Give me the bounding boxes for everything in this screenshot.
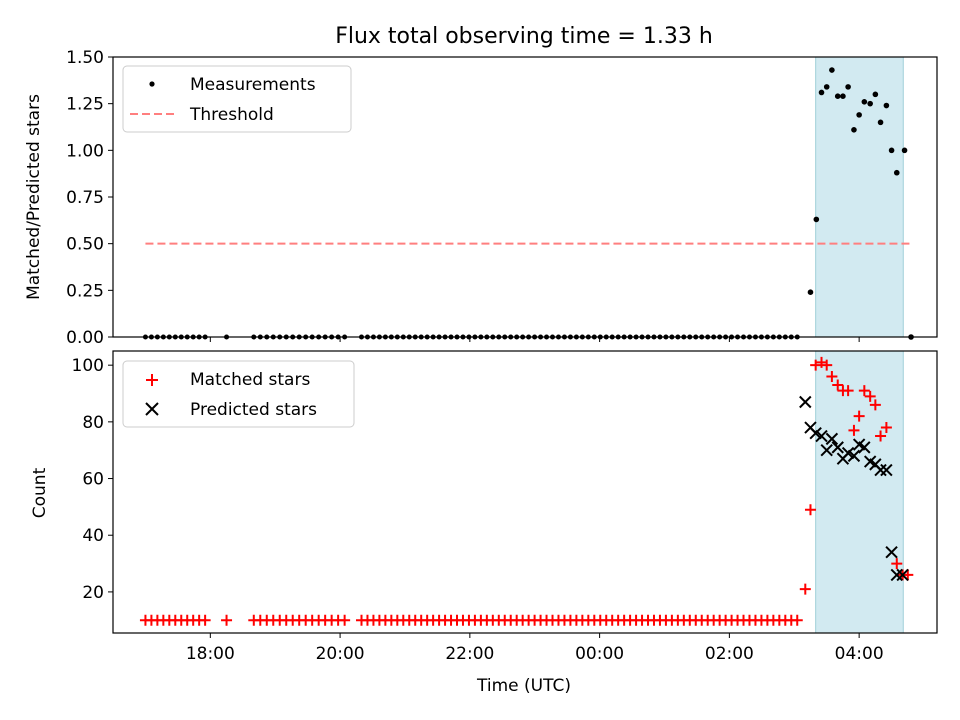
matched-star-point — [832, 379, 844, 391]
matched-star-point — [799, 583, 811, 595]
measurement-point — [823, 84, 830, 90]
measurement-point — [813, 216, 820, 223]
matched-star-point — [810, 359, 822, 371]
top-y-ticks: 0.00 0.25 0.50 0.75 1.00 1.25 1.50 — [66, 48, 113, 348]
measurement-point — [883, 102, 890, 109]
x-tick-label: 04:00 — [835, 644, 884, 664]
bottom-y-tick-label: 20 — [82, 583, 104, 603]
bottom-legend-box — [122, 360, 355, 428]
x-tick-label: 00:00 — [575, 644, 624, 664]
x-tick-label: 02:00 — [705, 644, 754, 664]
measurement-point — [861, 99, 868, 105]
top-y-tick-label: 0.00 — [66, 328, 104, 348]
measurement-point — [901, 147, 908, 154]
matched-star-point — [339, 614, 351, 626]
top-y-tick-label: 0.75 — [66, 188, 104, 208]
top-panel: 0.00 0.25 0.50 0.75 1.00 1.25 1.50 Matched/Pre… — [24, 48, 938, 348]
bottom-y-tick-label: 80 — [82, 413, 104, 433]
bottom-panel: 20 40 60 80 100 18:00 20:00 22:00 00:00 02:00 04:… — [30, 350, 938, 696]
x-axis-label: Time (UTC) — [476, 676, 571, 696]
predicted-star-point — [885, 546, 898, 559]
predicted-star-point — [847, 449, 861, 463]
measurement-point — [872, 91, 879, 98]
bottom-x-ticks: 18:00 20:00 22:00 00:00 02:00 04:00 — [186, 633, 884, 664]
predicted-star-point — [825, 432, 839, 446]
measurement-point — [845, 84, 851, 90]
legend-label-measurements: Measurements — [190, 75, 316, 95]
top-legend-box — [122, 65, 352, 133]
legend-x-marker — [145, 402, 159, 416]
measurement-point — [834, 93, 841, 99]
x-tick-label: 22:00 — [445, 644, 494, 664]
top-y-tick-label: 0.50 — [66, 235, 104, 255]
bottom-highlight-span — [815, 350, 904, 634]
matched-star-point — [848, 424, 860, 436]
matched-star-point — [791, 614, 803, 626]
top-y-tick-label: 1.50 — [66, 48, 104, 68]
top-y-tick-label: 1.00 — [66, 141, 104, 161]
measurement-point — [840, 93, 846, 99]
predicted-star-point — [890, 568, 903, 582]
matched-star-point — [853, 410, 865, 422]
predicted-star-point — [858, 441, 871, 454]
top-y-tick-label: 0.25 — [66, 281, 104, 301]
measurement-point — [888, 147, 895, 154]
measurement-point — [867, 100, 873, 107]
measurement-point — [856, 112, 862, 118]
legend-label-predicted: Predicted stars — [190, 400, 317, 420]
matched-star-point — [221, 614, 233, 626]
matched-star-point — [891, 558, 903, 570]
bottom-y-tick-label: 60 — [82, 470, 104, 490]
matched-star-point — [821, 359, 833, 371]
predicted-star-point — [799, 395, 812, 409]
matched-star-point — [875, 430, 887, 442]
legend-dot-marker — [149, 81, 155, 87]
bottom-axes-frame — [112, 350, 938, 634]
top-y-axis-label: Matched/Predicted stars — [24, 94, 44, 300]
top-highlight-span — [815, 56, 904, 338]
predicted-star-point — [874, 463, 887, 477]
predicted-star-points — [799, 395, 909, 582]
matched-star-point — [199, 614, 211, 626]
predicted-star-point — [831, 441, 844, 454]
predicted-star-point — [896, 568, 909, 582]
matched-star-point — [826, 371, 838, 383]
matched-star-point — [902, 569, 914, 581]
measurement-point — [818, 89, 825, 96]
legend-label-threshold: Threshold — [189, 105, 274, 125]
bottom-y-tick-label: 40 — [82, 526, 104, 546]
x-tick-label: 18:00 — [186, 644, 235, 664]
matched-star-point — [869, 399, 881, 411]
x-tick-label: 20:00 — [316, 644, 365, 664]
matched-star-points — [139, 356, 914, 626]
top-y-tick-label: 1.25 — [66, 95, 104, 115]
top-axes-frame — [112, 56, 938, 338]
measurement-point — [877, 119, 884, 126]
bottom-y-ticks: 20 40 60 80 100 — [72, 356, 113, 603]
measurement-point — [851, 127, 857, 133]
bottom-y-tick-label: 100 — [72, 356, 104, 376]
measurement-point — [893, 169, 900, 176]
matched-star-point — [804, 504, 816, 516]
bottom-y-axis-label: Count — [30, 467, 50, 518]
bottom-legend: Matched stars Predicted stars — [122, 360, 355, 428]
chart-title: Flux total observing time = 1.33 h — [335, 24, 713, 49]
matched-star-point — [858, 385, 870, 397]
predicted-star-point — [880, 463, 893, 477]
predicted-star-point — [815, 429, 828, 443]
matched-star-point — [842, 385, 854, 397]
legend-plus-marker — [146, 374, 158, 386]
legend-label-matched: Matched stars — [190, 370, 310, 390]
measurement-point — [807, 289, 814, 296]
predicted-star-point — [820, 443, 833, 457]
matched-star-point — [880, 422, 892, 434]
measurement-point — [829, 67, 835, 73]
matched-star-point — [864, 390, 876, 402]
top-legend: Measurements Threshold — [122, 65, 352, 133]
